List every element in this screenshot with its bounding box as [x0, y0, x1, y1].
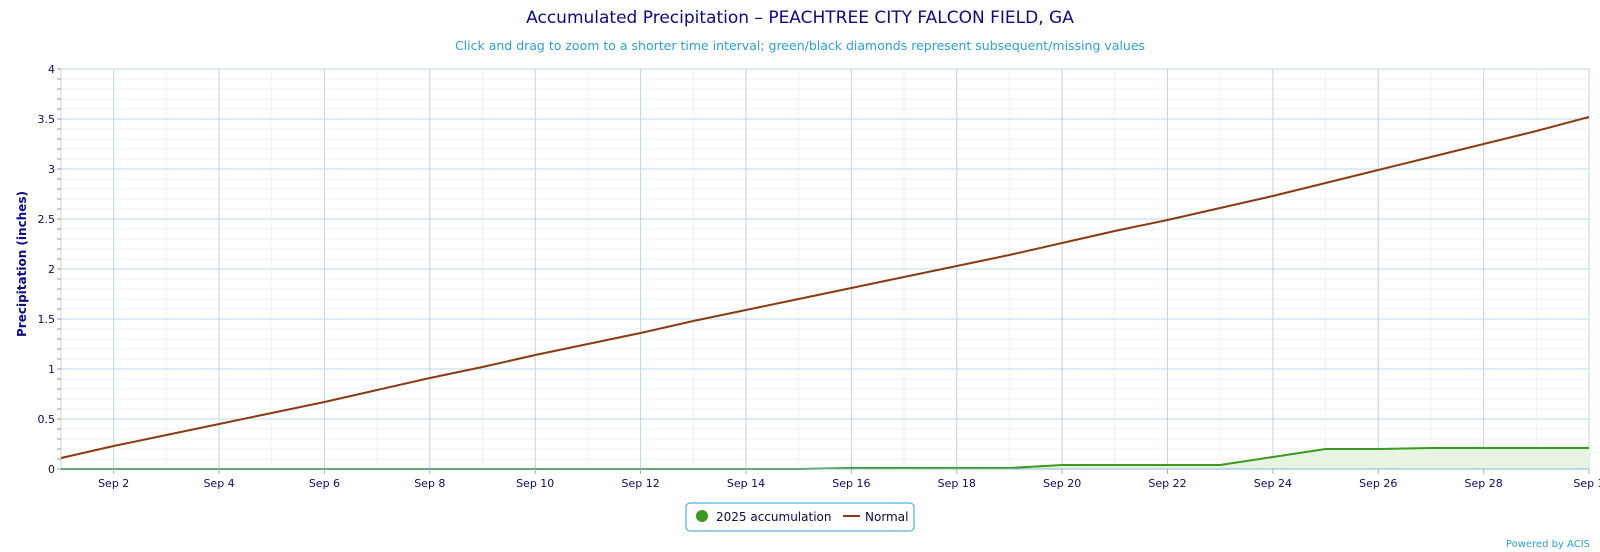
y-tick-label: 1: [48, 363, 55, 376]
legend-box: [685, 502, 915, 532]
grid: [60, 68, 1590, 470]
x-tick-label: Sep 3: [1573, 477, 1600, 490]
series-line-1: [60, 116, 1590, 459]
y-tick-label: 0.5: [38, 413, 56, 426]
x-tick-label: Sep 20: [1043, 477, 1081, 490]
x-tick-label: Sep 26: [1359, 477, 1397, 490]
legend-item-2025-accumulation[interactable]: 2025 accumulation: [696, 510, 831, 524]
y-tick-label: 0: [48, 463, 55, 476]
y-tick-label: 2: [48, 263, 55, 276]
legend[interactable]: 2025 accumulation Normal: [685, 502, 915, 532]
y-tick-label: 3: [48, 163, 55, 176]
x-tick-label: Sep 16: [832, 477, 870, 490]
y-tick-label: 4: [48, 63, 55, 76]
legend-label-normal: Normal: [865, 510, 908, 524]
x-tick-label: Sep 14: [727, 477, 765, 490]
y-tick-label: 1.5: [38, 313, 56, 326]
legend-label-2025: 2025 accumulation: [716, 510, 831, 524]
x-tick-label: Sep 12: [621, 477, 659, 490]
y-tick-label: 3.5: [38, 113, 56, 126]
x-tick-label: Sep 18: [938, 477, 976, 490]
y-tick-label: 2.5: [38, 213, 56, 226]
x-tick-label: Sep 6: [309, 477, 340, 490]
x-tick-label: Sep 10: [516, 477, 554, 490]
series-area-0: [61, 448, 1589, 469]
y-axis-label: Precipitation (inches): [15, 191, 29, 337]
chart-title: Accumulated Precipitation – PEACHTREE CI…: [526, 8, 1074, 28]
x-tick-label: Sep 8: [414, 477, 445, 490]
x-tick-label: Sep 28: [1465, 477, 1503, 490]
chart-subtitle: Click and drag to zoom to a shorter time…: [455, 38, 1145, 53]
x-tick-label: Sep 24: [1254, 477, 1292, 490]
credit-link[interactable]: Powered by ACIS: [1506, 539, 1590, 550]
legend-marker-2025: [696, 510, 708, 522]
legend-item-normal[interactable]: Normal: [843, 510, 908, 524]
axes: 0 0.5 1 1.5 2 2.5 3 3.5 4 Sep 2 Sep 4 Sep 6 Sep 8 Sep…: [38, 63, 1600, 490]
x-tick-label: Sep 4: [203, 477, 234, 490]
x-tick-label: Sep 22: [1148, 477, 1186, 490]
x-tick-label: Sep 2: [98, 477, 129, 490]
